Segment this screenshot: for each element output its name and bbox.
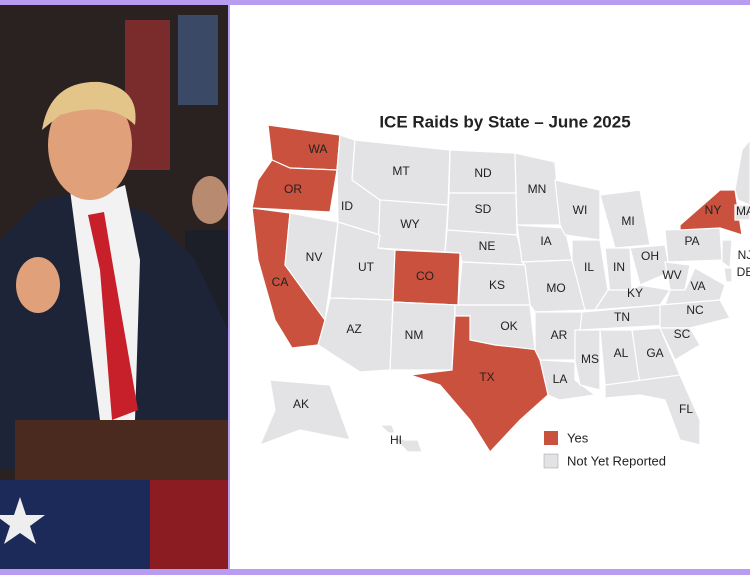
- legend-label: Not Yet Reported: [567, 453, 666, 468]
- state: [554, 179, 601, 241]
- state-label: NC: [686, 303, 704, 317]
- state-label: FL: [679, 402, 693, 416]
- state-label: OH: [641, 249, 659, 263]
- state-label: MN: [528, 182, 547, 196]
- state-label: GA: [646, 346, 663, 360]
- state: [378, 424, 423, 453]
- state-label: IA: [540, 234, 551, 248]
- flag-red: [150, 480, 228, 569]
- photo: [0, 5, 228, 569]
- state: [284, 212, 339, 322]
- state-label: MA: [736, 204, 750, 218]
- state-label: UT: [358, 260, 375, 274]
- state-label: TN: [614, 310, 630, 324]
- state-label: LA: [553, 372, 568, 386]
- states: WA OR CA NV ID MT WY UT AZ CO NM ND SD NE KS OK TX MN IA MO…: [251, 124, 750, 453]
- state: [604, 374, 701, 446]
- hair: [42, 81, 136, 130]
- state-label: OR: [284, 182, 302, 196]
- state: [679, 189, 743, 236]
- bystander-head: [192, 176, 228, 224]
- state-label: WA: [309, 142, 328, 156]
- state-label: MS: [581, 352, 599, 366]
- state-label: AR: [551, 328, 568, 342]
- state-label: NJ: [738, 248, 750, 262]
- state-label: AK: [293, 397, 309, 411]
- state-label: OK: [500, 319, 517, 333]
- map-title: ICE Raids by State – June 2025: [379, 112, 630, 131]
- state: [659, 299, 731, 329]
- state: [659, 327, 701, 361]
- state-label: NE: [479, 239, 496, 253]
- state-label: WI: [573, 203, 588, 217]
- state: [734, 204, 750, 221]
- state-label: MI: [621, 214, 634, 228]
- flag-star: [0, 497, 45, 544]
- face: [48, 90, 132, 200]
- state: [251, 159, 338, 213]
- state-label: KS: [489, 278, 505, 292]
- state-label: DE: [737, 265, 750, 279]
- state: [723, 267, 733, 283]
- state: [258, 379, 351, 447]
- state-label: ID: [341, 199, 353, 213]
- banner: [125, 20, 170, 170]
- state-label: AZ: [346, 322, 361, 336]
- state-label: VA: [690, 279, 705, 293]
- podium: [15, 420, 228, 480]
- state-label: IL: [584, 260, 594, 274]
- state: [599, 189, 651, 249]
- state-label: WY: [400, 217, 419, 231]
- state-label: NM: [405, 328, 424, 342]
- state-label: TX: [479, 370, 494, 384]
- state-label: ND: [474, 166, 492, 180]
- state-label: HI: [390, 433, 402, 447]
- state-label: SD: [475, 202, 492, 216]
- state-label: MO: [546, 281, 565, 295]
- state-label: PA: [684, 234, 699, 248]
- state: [721, 239, 733, 270]
- legend-label: Yes: [567, 430, 589, 445]
- state-label: NY: [705, 203, 722, 217]
- state-label: KY: [627, 286, 643, 300]
- state-label: CO: [416, 269, 434, 283]
- state: [574, 329, 601, 391]
- new-england: [734, 139, 750, 206]
- state-label: NV: [306, 250, 323, 264]
- state: [409, 315, 549, 453]
- legend-swatch: [544, 431, 558, 445]
- hand: [16, 257, 60, 313]
- banner: [178, 15, 218, 105]
- state-label: IN: [613, 260, 625, 274]
- tie: [88, 212, 138, 420]
- state-label: WV: [662, 268, 681, 282]
- legend-swatch: [543, 453, 559, 469]
- state: [534, 311, 586, 361]
- state-label: AL: [614, 346, 629, 360]
- state-label: CA: [272, 275, 289, 289]
- state-label: MT: [392, 164, 410, 178]
- state-label: SC: [674, 327, 691, 341]
